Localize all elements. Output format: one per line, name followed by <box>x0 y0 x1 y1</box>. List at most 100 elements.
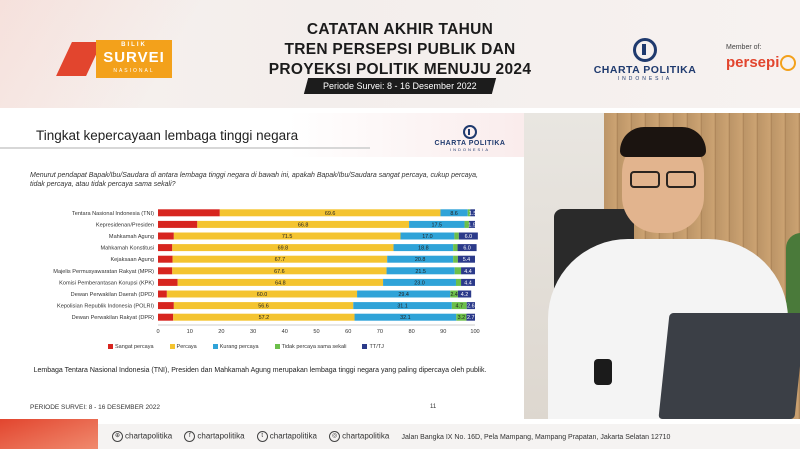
bar-segment <box>440 209 468 217</box>
x-tick-label: 70 <box>377 329 383 335</box>
bar-segment <box>158 232 174 240</box>
x-tick-label: 60 <box>345 329 351 335</box>
bar-segment <box>357 290 451 298</box>
legend-label: Kurang percaya <box>219 344 259 350</box>
bar-segment <box>158 244 173 252</box>
data-label: 17.5 <box>432 222 443 228</box>
bar-segment <box>173 232 401 240</box>
data-label: 1.5 <box>469 211 477 217</box>
survey-period-text: Periode Survei: 8 - 16 Desember 2022 <box>323 81 477 91</box>
slide-footer-period: PERIODE SURVEI: 8 - 16 DESEMBER 2022 <box>30 404 160 411</box>
category-label: Dewan Perwakilan Rakyat (DPR) <box>72 315 155 321</box>
presentation-slide: Tingkat kepercayaan lembaga tinggi negar… <box>0 113 524 419</box>
bar-segment <box>457 244 477 252</box>
footer-facebook[interactable]: f chartapolitika <box>184 431 245 442</box>
data-label: 60.0 <box>257 292 268 298</box>
data-label: 6.0 <box>465 234 473 240</box>
data-label: 32.1 <box>400 315 411 321</box>
x-tick-label: 80 <box>408 329 414 335</box>
category-label: Dewan Perwakilan Daerah (DPD) <box>71 292 154 298</box>
bar-segment <box>386 267 455 275</box>
bar-segment <box>387 255 454 263</box>
x-tick-label: 50 <box>313 329 319 335</box>
legend-label: Tidak percaya sama sekali <box>281 344 347 350</box>
bar-segment <box>173 313 355 321</box>
bar-segment <box>166 290 358 298</box>
category-label: Kepolisian Republik Indonesia (POLRI) <box>57 304 154 310</box>
data-label: 4.4 <box>464 280 472 286</box>
data-label: 4.7 <box>456 304 464 310</box>
slide-charta-logo: CHARTA POLITIKA INDONESIA <box>420 125 520 152</box>
bar-segment <box>158 220 198 228</box>
data-label: 69.6 <box>325 211 336 217</box>
footer-red-accent <box>0 419 98 449</box>
data-label: 17.0 <box>422 234 433 240</box>
legend-swatch <box>108 344 113 350</box>
member-of-label: Member of: <box>726 44 762 51</box>
footer-web[interactable]: ⊕ chartapolitika <box>112 431 172 442</box>
legend-label: Percaya <box>176 344 197 350</box>
bar-segment <box>172 255 388 263</box>
slide-corner-decoration <box>0 113 524 157</box>
legend-item: Percaya <box>169 344 197 350</box>
x-tick-label: 0 <box>156 329 159 335</box>
data-label: 64.8 <box>275 280 286 286</box>
glasses-left-lens <box>630 171 660 188</box>
footer-address: Jalan Bangka IX No. 16D, Pela Mampang, M… <box>401 433 671 441</box>
bar-segment <box>197 220 410 228</box>
data-label: 5.4 <box>463 257 471 263</box>
data-label: 71.5 <box>282 234 293 240</box>
bar-segment <box>158 267 173 275</box>
bar-segment <box>409 220 465 228</box>
logo-top-text: BILIK <box>121 42 147 48</box>
data-label: 4.4 <box>464 269 472 275</box>
bar-segment <box>173 302 354 310</box>
bar-segment <box>158 313 174 321</box>
bar-segment <box>466 302 475 310</box>
bar-segment <box>461 278 475 286</box>
bar-segment <box>457 290 472 298</box>
legend-swatch <box>169 344 175 350</box>
laptop <box>658 313 800 419</box>
x-tick-label: 10 <box>187 329 193 335</box>
bar-segment <box>453 244 458 252</box>
data-label: 31.1 <box>397 304 408 310</box>
bar-segment <box>454 232 459 240</box>
footer-instagram[interactable]: ◎ chartapolitika <box>329 431 389 442</box>
bar-segment <box>466 313 475 321</box>
footer-instagram-text: chartapolitika <box>342 431 390 441</box>
footer-web-text: chartapolitika <box>125 431 173 441</box>
x-tick-label: 100 <box>470 329 479 335</box>
persepi-text: persepi <box>726 54 780 71</box>
bar-segment <box>454 267 462 275</box>
category-label: Mahkamah Agung <box>109 234 154 240</box>
bar-segment <box>461 267 475 275</box>
legend-swatch <box>362 344 368 350</box>
x-tick-label: 30 <box>250 329 256 335</box>
data-label: 66.8 <box>298 222 309 228</box>
footer-twitter-text: chartapolitika <box>269 431 317 441</box>
data-label: 8.6 <box>450 211 458 217</box>
category-label: Kejaksaan Agung <box>110 257 154 263</box>
data-label: 20.8 <box>415 257 426 263</box>
footer-twitter[interactable]: t chartapolitika <box>256 431 317 442</box>
bar-segment <box>453 255 458 263</box>
legend-item: Kurang percaya <box>212 344 259 350</box>
globe-icon: ⊕ <box>112 431 123 442</box>
bar-segment <box>354 313 457 321</box>
data-label: 2.4 <box>450 292 458 298</box>
header-banner: BILIK SURVEI NASIONAL CATATAN AKHIR TAHU… <box>0 0 800 108</box>
instagram-icon: ◎ <box>329 431 341 442</box>
data-label: 23.0 <box>414 280 425 286</box>
data-label: 57.2 <box>259 315 270 321</box>
speaker-glasses <box>630 171 696 188</box>
bar-segment <box>353 302 452 310</box>
data-label: 67.6 <box>274 269 285 275</box>
bar-segment <box>219 209 441 217</box>
data-label: 2.7 <box>467 315 475 321</box>
legend-item: TT/TJ <box>362 344 384 350</box>
footer-contacts: ⊕ chartapolitika f chartapolitika t chartap… <box>112 431 680 442</box>
bar-segment <box>467 209 471 217</box>
bar-segment <box>470 209 475 217</box>
data-label: 29.4 <box>398 292 409 298</box>
